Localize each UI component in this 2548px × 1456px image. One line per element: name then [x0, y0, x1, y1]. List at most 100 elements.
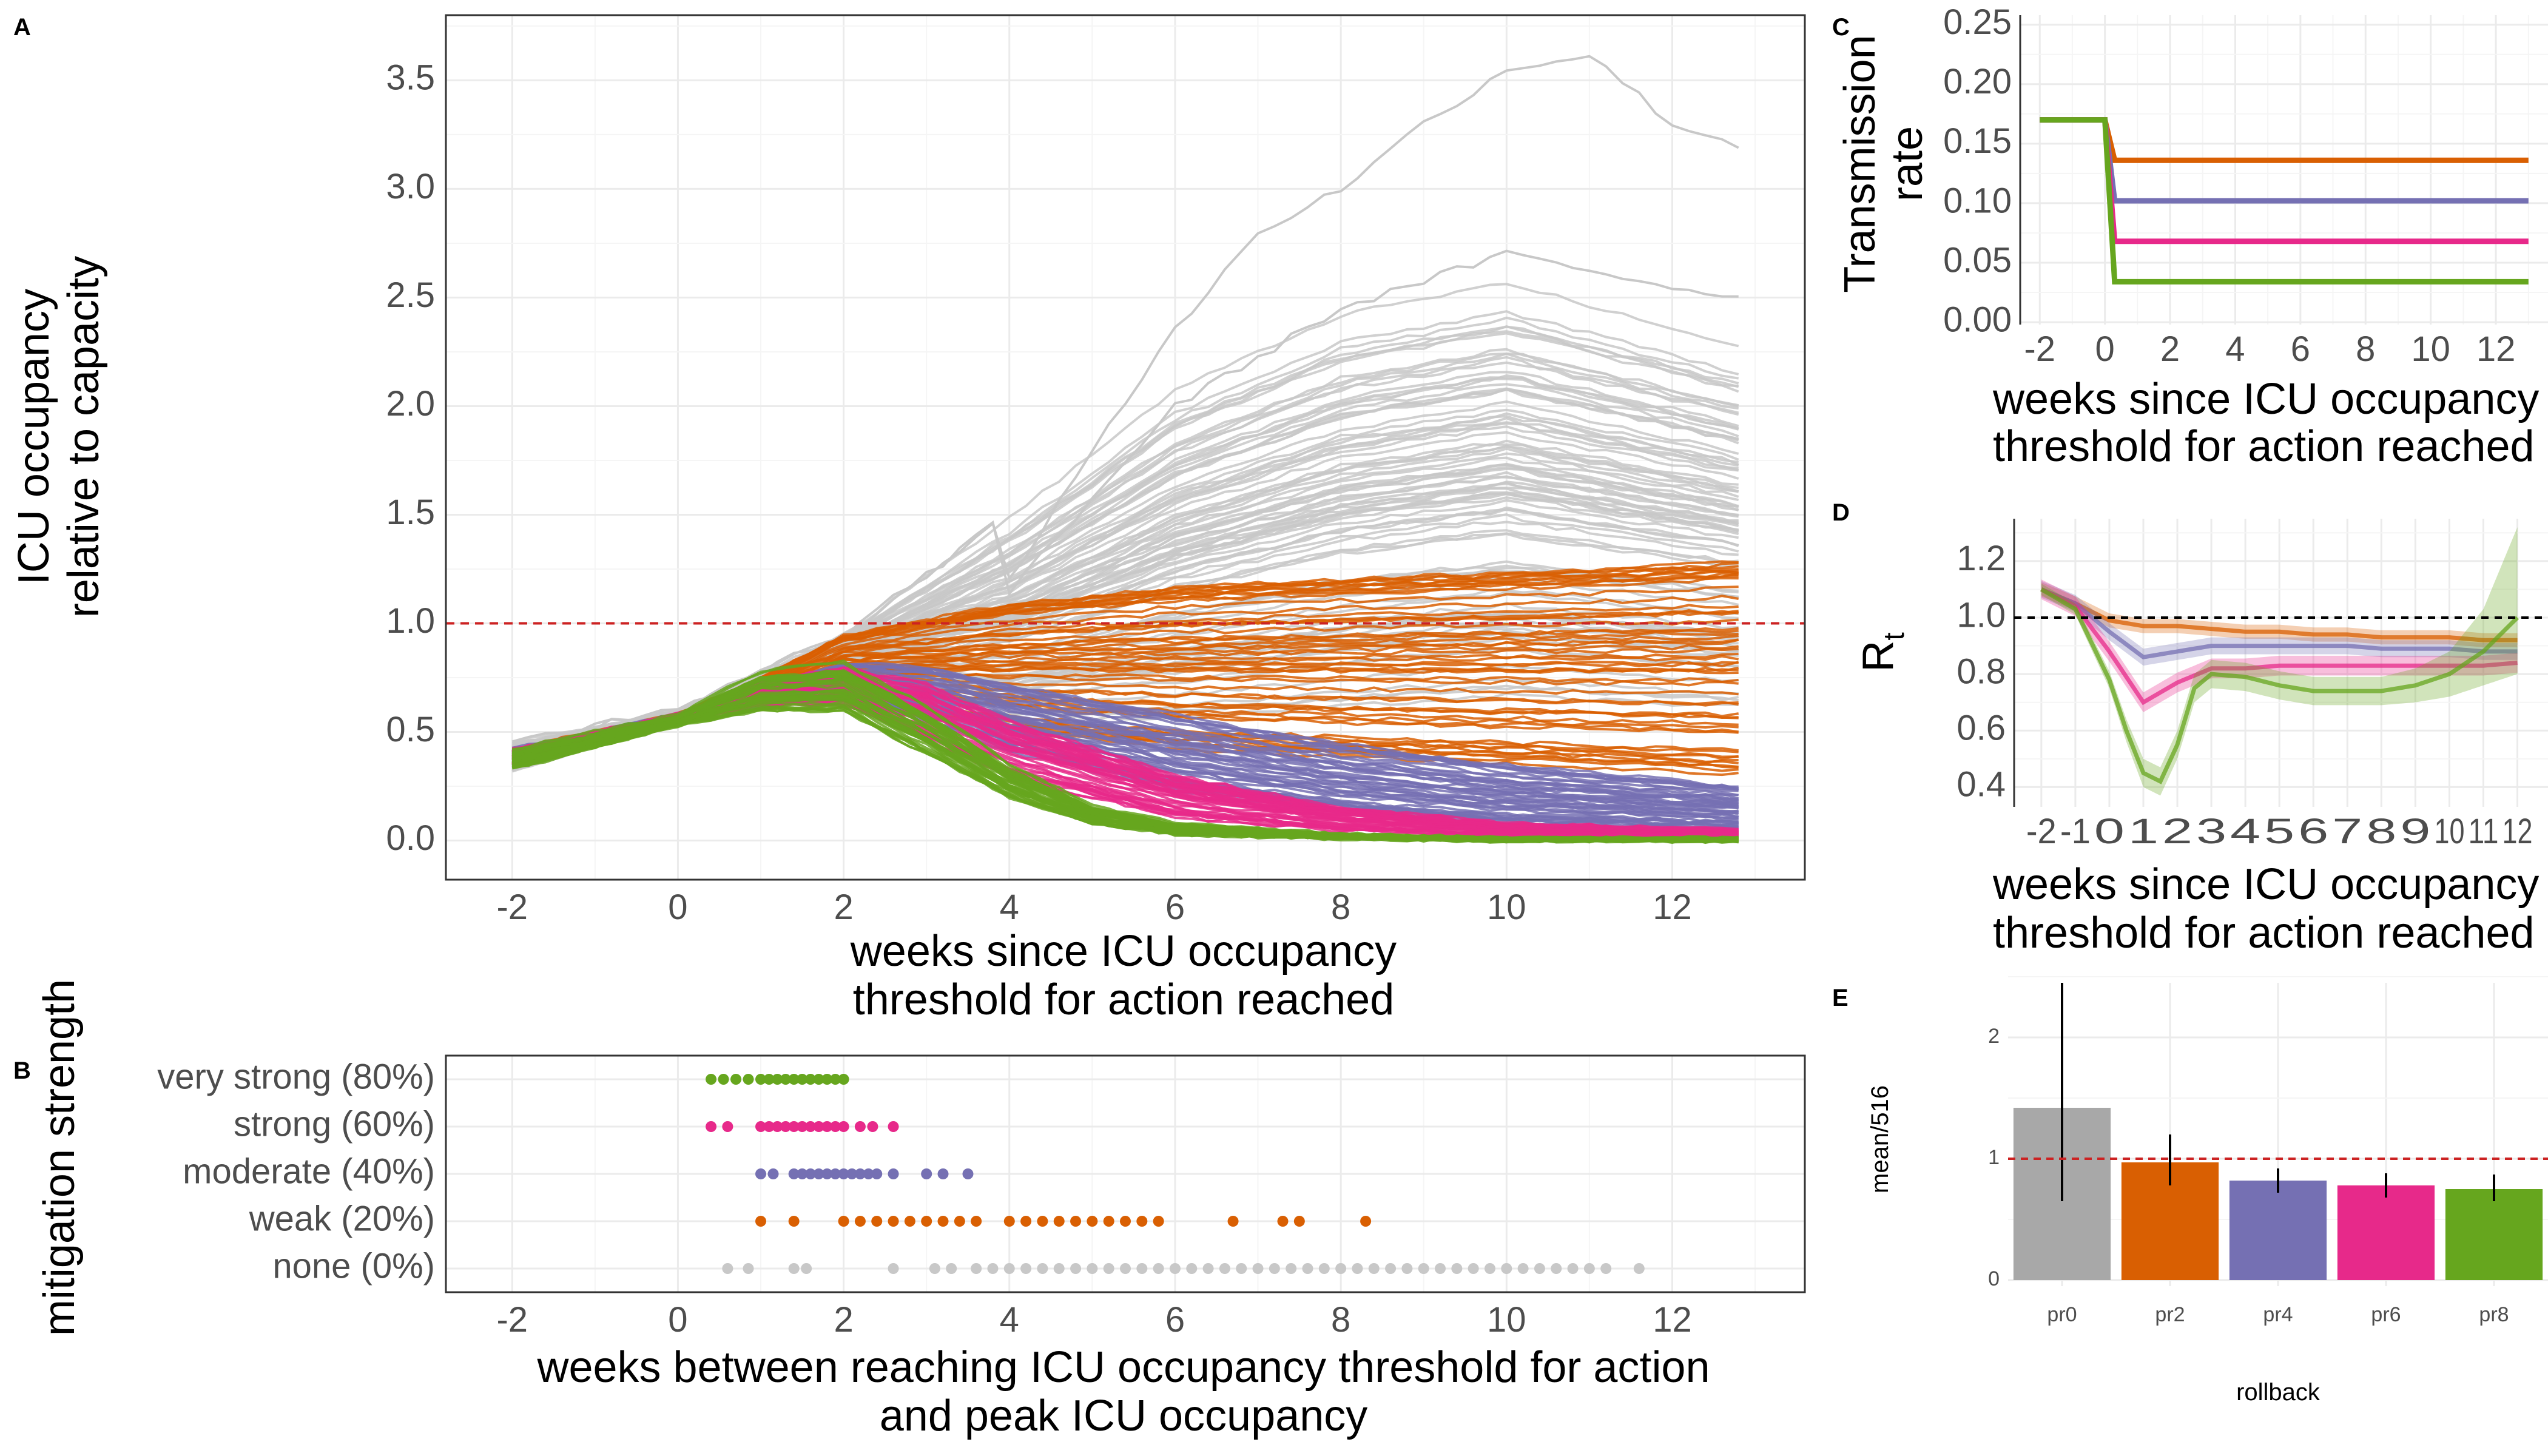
point-none [1003, 1263, 1015, 1274]
point-weak [1037, 1216, 1048, 1227]
point-none [1484, 1263, 1495, 1274]
y-tick-0.4: 0.4 [1956, 765, 2006, 804]
point-weak [755, 1216, 767, 1227]
point-none [987, 1263, 999, 1274]
y-tick-1.5: 1.5 [386, 493, 435, 532]
point-very_strong [743, 1074, 754, 1085]
point-weak [854, 1216, 866, 1227]
point-none [1302, 1263, 1313, 1274]
point-strong [854, 1121, 866, 1132]
point-very_strong [772, 1074, 783, 1085]
point-moderate [888, 1168, 899, 1179]
category-2: moderate (40%) [183, 1151, 435, 1191]
panel-b-points [706, 1074, 1645, 1274]
panel-e-bars [2013, 983, 2543, 1280]
point-moderate [838, 1168, 849, 1179]
bar-pr6 [2337, 1185, 2435, 1280]
x-tick-pr2: pr2 [2155, 1303, 2185, 1326]
x-tick-12: 12 [2476, 329, 2516, 369]
point-very_strong [730, 1074, 742, 1085]
point-none [1468, 1263, 1479, 1274]
points-very_strong [706, 1074, 849, 1085]
panel-c-series [2019, 15, 2529, 325]
y-tick-2.5: 2.5 [386, 275, 435, 315]
x-tick-12: 12 [1653, 888, 1692, 927]
point-none [1418, 1263, 1429, 1274]
point-none [1501, 1263, 1512, 1274]
point-none [1352, 1263, 1363, 1274]
point-strong [838, 1121, 849, 1132]
point-none [1153, 1263, 1164, 1274]
point-none [743, 1263, 754, 1274]
point-strong [804, 1121, 816, 1132]
point-weak [1120, 1216, 1131, 1227]
x-tick-2: 2 [2160, 329, 2180, 369]
panel-d-x-title-line-2: threshold for action reached [1993, 909, 2535, 957]
point-weak [1153, 1216, 1164, 1227]
x-tick--2: -2 [2026, 812, 2057, 851]
point-none [1053, 1263, 1065, 1274]
point-weak [1087, 1216, 1098, 1227]
point-moderate [829, 1168, 841, 1179]
panel-c-x-title-line-1: weeks since ICU occupancy [1992, 375, 2539, 423]
point-none [946, 1263, 957, 1274]
point-strong [867, 1121, 878, 1132]
trajectory-very_strong [511, 689, 1739, 843]
panel-b-x-ticks: -2 0 2 4 6 8 10 12 [496, 1300, 1691, 1340]
point-weak [1053, 1216, 1065, 1227]
point-very_strong [821, 1074, 833, 1085]
x-tick-0: 0 [668, 888, 687, 927]
panel-a-x-ticks: -2 0 2 4 6 8 10 12 [496, 888, 1691, 927]
point-moderate [871, 1168, 883, 1179]
x-tick-5: 5 [2264, 812, 2294, 851]
point-very_strong [804, 1074, 816, 1085]
point-very_strong [788, 1074, 800, 1085]
point-none [1186, 1263, 1198, 1274]
x-tick-pr8: pr8 [2479, 1303, 2509, 1326]
point-strong [888, 1121, 899, 1132]
y-tick-0: 0 [1988, 1267, 2000, 1290]
point-weak [788, 1216, 800, 1227]
category-4: none (0%) [272, 1246, 435, 1286]
point-weak [937, 1216, 949, 1227]
point-moderate [788, 1168, 800, 1179]
y-tick-0.6: 0.6 [1956, 709, 2006, 748]
point-none [1219, 1263, 1230, 1274]
point-weak [1070, 1216, 1082, 1227]
y-tick-1: 1 [1988, 1146, 2000, 1169]
x-tick-8: 8 [2356, 329, 2375, 369]
panel-d-x-ticks: -2 -1 0 1 2 3 4 5 6 7 8 9 10 11 12 [2026, 812, 2533, 851]
point-strong [797, 1121, 808, 1132]
point-very_strong [763, 1074, 775, 1085]
point-none [1633, 1263, 1645, 1274]
series-very_strong [511, 659, 1739, 844]
point-none [1236, 1263, 1247, 1274]
x-tick-6: 6 [1165, 1300, 1185, 1340]
point-moderate [813, 1168, 824, 1179]
y-tick-0.0: 0.0 [386, 818, 435, 858]
point-weak [888, 1216, 899, 1227]
point-moderate [937, 1168, 949, 1179]
y-tick-0.25: 0.25 [1943, 2, 2012, 42]
point-moderate [846, 1168, 858, 1179]
y-tick-0.10: 0.10 [1943, 181, 2012, 220]
bar-pr4 [2229, 1181, 2327, 1280]
x-tick--2: -2 [496, 1300, 528, 1340]
panel-b-x-title-line-2: and peak ICU occupancy [880, 1392, 1367, 1440]
category-1: strong (60%) [234, 1104, 435, 1144]
point-none [801, 1263, 812, 1274]
x-tick-4: 4 [1000, 1300, 1019, 1340]
point-none [1286, 1263, 1297, 1274]
point-none [1169, 1263, 1181, 1274]
x-tick-8: 8 [1331, 1300, 1350, 1340]
panel-b-grid [446, 1056, 1805, 1292]
point-moderate [821, 1168, 833, 1179]
x-tick-2: 2 [2162, 812, 2192, 851]
panel-letter-e: E [1832, 985, 1849, 1011]
panel-c-y-title-line-2: rate [1883, 126, 1932, 201]
y-tick-0.15: 0.15 [1943, 121, 2012, 161]
point-none [971, 1263, 982, 1274]
x-tick-2: 2 [834, 1300, 853, 1340]
panel-letter-a: A [13, 14, 31, 41]
point-strong [706, 1121, 717, 1132]
